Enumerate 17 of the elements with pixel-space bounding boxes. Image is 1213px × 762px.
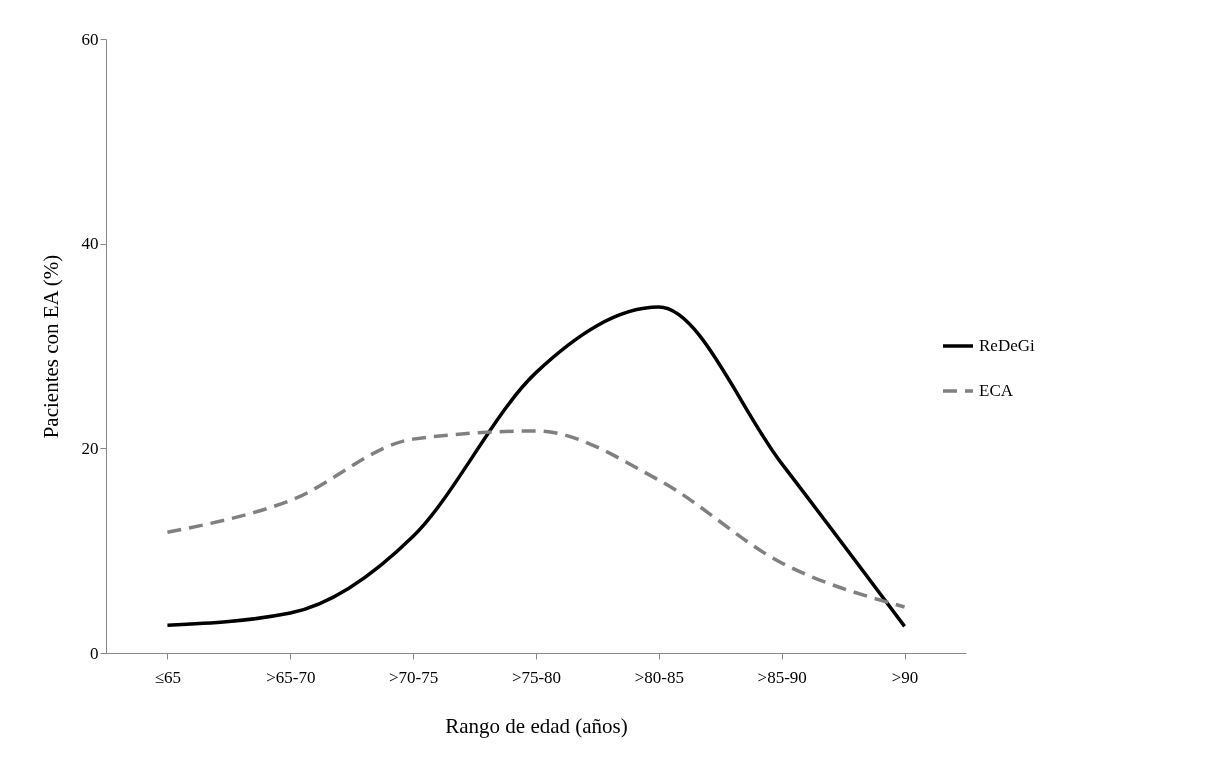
y-tick-label: 60: [81, 29, 99, 49]
line-series: [165, 429, 907, 609]
x-tick-label: ≤65: [154, 667, 182, 687]
y-tick-label: 40: [81, 234, 99, 254]
x-tick-label: >80-85: [634, 667, 684, 687]
x-tick-label: >75-80: [511, 667, 562, 687]
x-tick-label: >65-70: [266, 667, 316, 687]
line-series: [165, 305, 907, 629]
y-tick-label: 0: [90, 643, 99, 663]
x-tick-label: >70-75: [389, 667, 439, 687]
y-axis-title: Pacientes con EA (%): [38, 254, 63, 439]
legend-label: ECA: [979, 381, 1014, 400]
x-tick-label: >85-90: [757, 667, 807, 687]
legend-label: ReDeGi: [979, 336, 1035, 355]
y-tick-label: 20: [81, 438, 99, 458]
x-axis-title: Rango de edad (años): [445, 713, 628, 738]
x-tick-label: >90: [891, 667, 919, 687]
